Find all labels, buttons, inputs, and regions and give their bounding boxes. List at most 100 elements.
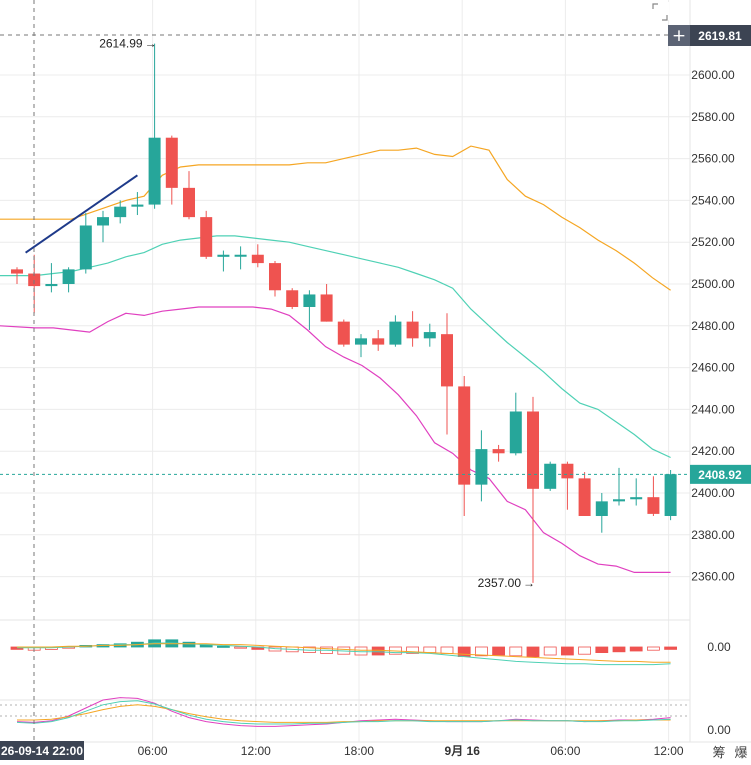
macd-bar (182, 641, 196, 648)
candle-body (62, 269, 75, 284)
candle-body (458, 386, 471, 485)
candle-body (630, 497, 643, 500)
last-price-badge: 2408.92 (690, 464, 751, 484)
candle-body (234, 254, 247, 257)
macd-zero-label: 0.00 (707, 640, 731, 654)
candle-body (441, 334, 453, 387)
macd-bar (492, 646, 506, 656)
low-arrow: → (523, 576, 535, 590)
macd-bar (509, 646, 523, 657)
kdj-j-line (16, 700, 671, 725)
upper-band-line (0, 145, 671, 291)
candle-body (251, 254, 264, 264)
candle-body (389, 321, 402, 345)
kdj-d-line (17, 704, 671, 723)
crosshair-time-badge: 26-09-14 22:00 (0, 741, 84, 760)
macd-bar (629, 646, 643, 652)
plus-icon[interactable]: + (672, 26, 686, 46)
macd-bar (406, 646, 420, 654)
y-tick-label: 2500.00 (691, 277, 735, 291)
x-tick-label: 12:00 (654, 744, 684, 758)
candle-body (561, 463, 574, 479)
crosshair-time-label: 26-09-14 22:00 (1, 744, 83, 758)
price-axis[interactable]: 2600.00 2580.00 2560.00 2540.00 2520.00 2500.… (691, 68, 735, 584)
candle-body (148, 137, 161, 205)
kdj-zero-label: 0.00 (707, 723, 731, 737)
macd-bar (595, 646, 609, 653)
y-tick-label: 2460.00 (691, 361, 735, 375)
macd-bar (216, 645, 230, 648)
macd-bar (371, 646, 385, 656)
x-tick-label: 06:00 (550, 744, 580, 758)
candle-body (337, 321, 350, 345)
candle-body (475, 449, 488, 485)
candle-body (183, 187, 195, 218)
trend-line[interactable] (25, 174, 138, 254)
candle-body (355, 338, 367, 345)
macd-bar (474, 646, 488, 657)
candle-body (664, 474, 677, 516)
macd-bar (457, 646, 471, 658)
candle-body (200, 217, 213, 257)
candle-body (544, 463, 557, 489)
candle-body (45, 284, 58, 287)
x-tick-label: 12:00 (241, 744, 271, 758)
add-alert-button[interactable] (668, 25, 690, 46)
y-tick-label: 2400.00 (691, 486, 735, 500)
y-tick-label: 2580.00 (691, 110, 735, 124)
crosshair-price-badge: + 2619.81 (668, 25, 751, 46)
macd-bar (578, 646, 591, 655)
macd-bar (612, 646, 626, 653)
x-tick-label: 9月 16 (445, 744, 481, 758)
candle-body (578, 478, 591, 516)
high-annotation: 2614.99 (99, 37, 143, 51)
macd-bar (664, 646, 677, 650)
macd-bar (354, 646, 368, 656)
crosshair-price-label: 2619.81 (698, 29, 742, 43)
y-tick-label: 2540.00 (691, 193, 735, 207)
y-tick-label: 2600.00 (691, 68, 735, 82)
candle-body (303, 294, 316, 307)
y-tick-label: 2520.00 (691, 235, 735, 249)
y-tick-label: 2440.00 (691, 402, 735, 416)
candle-body (527, 411, 539, 489)
candle-body (372, 338, 385, 345)
macd-signal-line (17, 643, 671, 663)
last-price-label: 2408.92 (698, 468, 742, 482)
macd-bar (423, 646, 437, 653)
x-tick-label: 18:00 (344, 744, 374, 758)
kdj-pane: 0.00 (0, 697, 731, 737)
time-axis[interactable]: 06:00 12:00 18:00 9月 16 06:00 12:00 (138, 744, 684, 758)
y-tick-label: 2380.00 (691, 528, 735, 542)
candle-body (509, 411, 522, 454)
y-tick-label: 2420.00 (691, 444, 735, 458)
lower-band-line (0, 306, 671, 574)
fullscreen-icon[interactable] (651, 2, 669, 21)
high-arrow: → (145, 37, 157, 51)
candle-body (131, 204, 144, 207)
grid-lines (0, 0, 751, 743)
middle-band-line (0, 235, 671, 459)
candle-body (320, 294, 333, 322)
candle-body (286, 290, 299, 307)
candle-body (114, 206, 127, 218)
y-tick-label: 2560.00 (691, 152, 735, 166)
macd-bar (440, 646, 454, 654)
y-tick-label: 2360.00 (691, 570, 735, 584)
y-tick-label: 2480.00 (691, 319, 735, 333)
candle-body (269, 263, 281, 291)
candle-body (406, 321, 419, 339)
macd-pane: 0.00 (10, 639, 731, 666)
candle-body (613, 499, 625, 502)
candlestick-series (11, 43, 677, 583)
candle-body (79, 225, 92, 270)
candle-body (28, 273, 41, 287)
bollinger-bands (0, 145, 671, 574)
liquidation-label[interactable]: 爆 (734, 746, 747, 761)
chip-distribution-label[interactable]: 筹 (712, 745, 725, 761)
macd-bar (526, 646, 540, 658)
candle-body (165, 137, 178, 188)
macd-bar (561, 646, 574, 656)
candle-body (595, 501, 608, 516)
